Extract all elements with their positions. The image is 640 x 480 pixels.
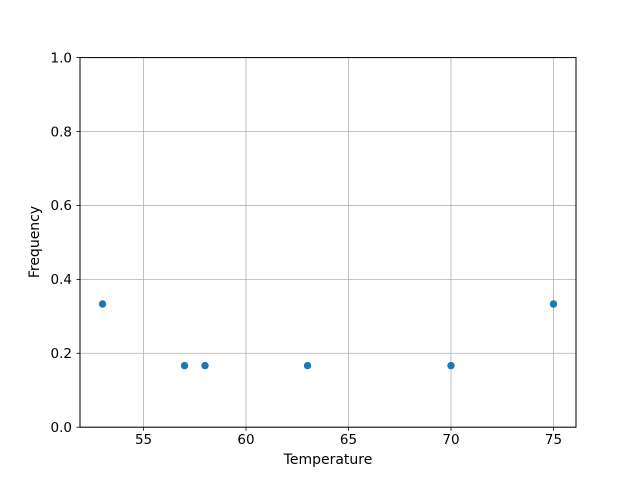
x-tick-label: 55 — [135, 432, 152, 448]
data-point — [180, 361, 189, 370]
y-axis-label: Frequency — [27, 205, 43, 279]
data-point — [549, 300, 558, 308]
data-point — [303, 361, 312, 370]
y-tick-label: 0.8 — [51, 124, 72, 140]
y-tick-label: 0.2 — [51, 346, 72, 362]
y-tick-label: 0.6 — [51, 198, 72, 214]
y-tick-label: 0.0 — [51, 420, 72, 436]
plot-border — [79, 57, 577, 428]
x-tick-label: 65 — [340, 432, 357, 448]
x-axis-label: Temperature — [283, 452, 373, 468]
x-tick-label: 70 — [442, 432, 459, 448]
data-point — [447, 361, 455, 370]
data-point — [201, 361, 209, 370]
y-tick-label: 1.0 — [51, 50, 72, 66]
x-tick-label: 75 — [545, 432, 562, 448]
y-tick-label: 0.4 — [51, 272, 72, 288]
x-tick-label: 60 — [237, 432, 254, 448]
data-point — [98, 300, 107, 308]
